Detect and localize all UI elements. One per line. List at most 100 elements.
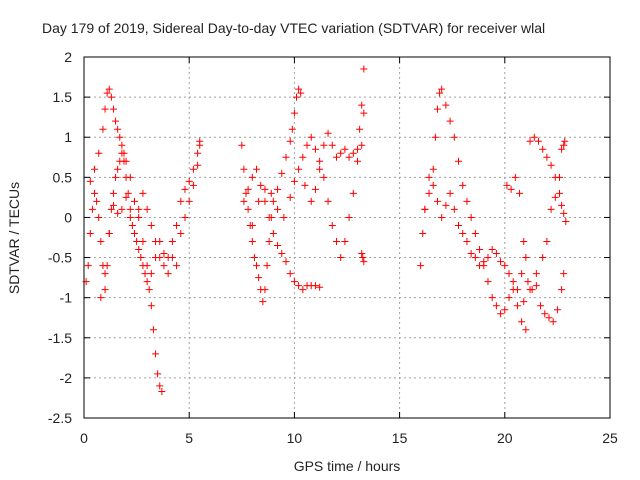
data-point [354,157,362,165]
data-point [145,286,153,294]
data-point [109,201,117,209]
data-point [118,141,126,149]
data-point [356,125,364,133]
y-tick-label: 1 [64,129,72,145]
y-tick-label: -1 [60,290,73,306]
data-point [109,105,117,113]
data-point [431,133,439,141]
data-point [156,382,164,390]
series-12 [520,173,564,306]
data-point [265,213,273,221]
data-point [248,238,256,246]
data-point [425,173,433,181]
data-point [425,189,433,197]
data-point [332,153,340,161]
data-point [253,165,261,173]
data-point [471,229,479,237]
data-point [189,181,197,189]
data-point [307,197,315,205]
x-tick-label: 15 [392,430,408,446]
data-point [311,282,319,290]
data-point [433,105,441,113]
data-point [255,197,263,205]
data-point [278,250,286,258]
data-point [518,318,526,326]
data-point [513,286,521,294]
data-point [152,238,160,246]
chart-title: Day 179 of 2019, Sidereal Day-to-day VTE… [42,20,545,36]
data-point [194,149,202,157]
data-point [141,270,149,278]
data-point [307,133,315,141]
data-point [181,213,189,221]
data-point [105,229,113,237]
data-point [480,258,488,266]
series-3 [97,141,204,302]
data-point [107,205,115,213]
data-point [513,302,521,310]
data-point [297,89,305,97]
data-point [101,105,109,113]
y-tick-label: -2.5 [48,410,72,426]
data-point [91,189,99,197]
data-point [556,173,564,181]
data-point [520,298,528,306]
data-point [358,101,366,109]
data-point [328,221,336,229]
data-point [484,254,492,262]
data-point [505,270,513,278]
data-point [280,213,288,221]
data-point [244,205,252,213]
data-point [545,314,553,322]
data-point [358,250,366,258]
data-point [286,193,294,201]
data-point [255,274,263,282]
data-point [295,85,303,93]
data-point [101,286,109,294]
data-point [324,129,332,137]
data-point [539,145,547,153]
data-point [316,157,324,165]
data-point [290,278,298,286]
data-point [274,185,282,193]
data-point [160,250,168,258]
data-point [421,205,429,213]
data-point [286,137,294,145]
data-point [463,238,471,246]
y-tick-label: 2 [64,49,72,65]
data-point [114,209,122,217]
data-point [114,125,122,133]
data-point [97,294,105,302]
data-point [84,262,92,270]
data-point [124,189,132,197]
data-point [147,221,155,229]
data-point [109,189,117,197]
data-point [168,238,176,246]
data-point [553,306,561,314]
data-point [261,197,269,205]
data-point [492,250,500,258]
data-point [122,157,130,165]
data-point [173,221,181,229]
data-point [93,197,101,205]
data-point [558,201,566,209]
data-point [238,141,246,149]
data-point [112,117,120,125]
data-point [476,246,484,254]
y-axis-label: SDTVAR / TECUs [6,182,22,294]
data-point [459,181,467,189]
data-point [328,141,336,149]
series-7 [301,109,368,266]
data-point [360,258,368,266]
data-point [244,185,252,193]
data-point [177,197,185,205]
data-point [189,165,197,173]
data-point [543,238,551,246]
data-point [282,258,290,266]
data-point [558,286,566,294]
series-10 [503,173,568,326]
data-point [152,350,160,358]
data-point [320,141,328,149]
data-point [88,205,96,213]
data-point [143,278,151,286]
